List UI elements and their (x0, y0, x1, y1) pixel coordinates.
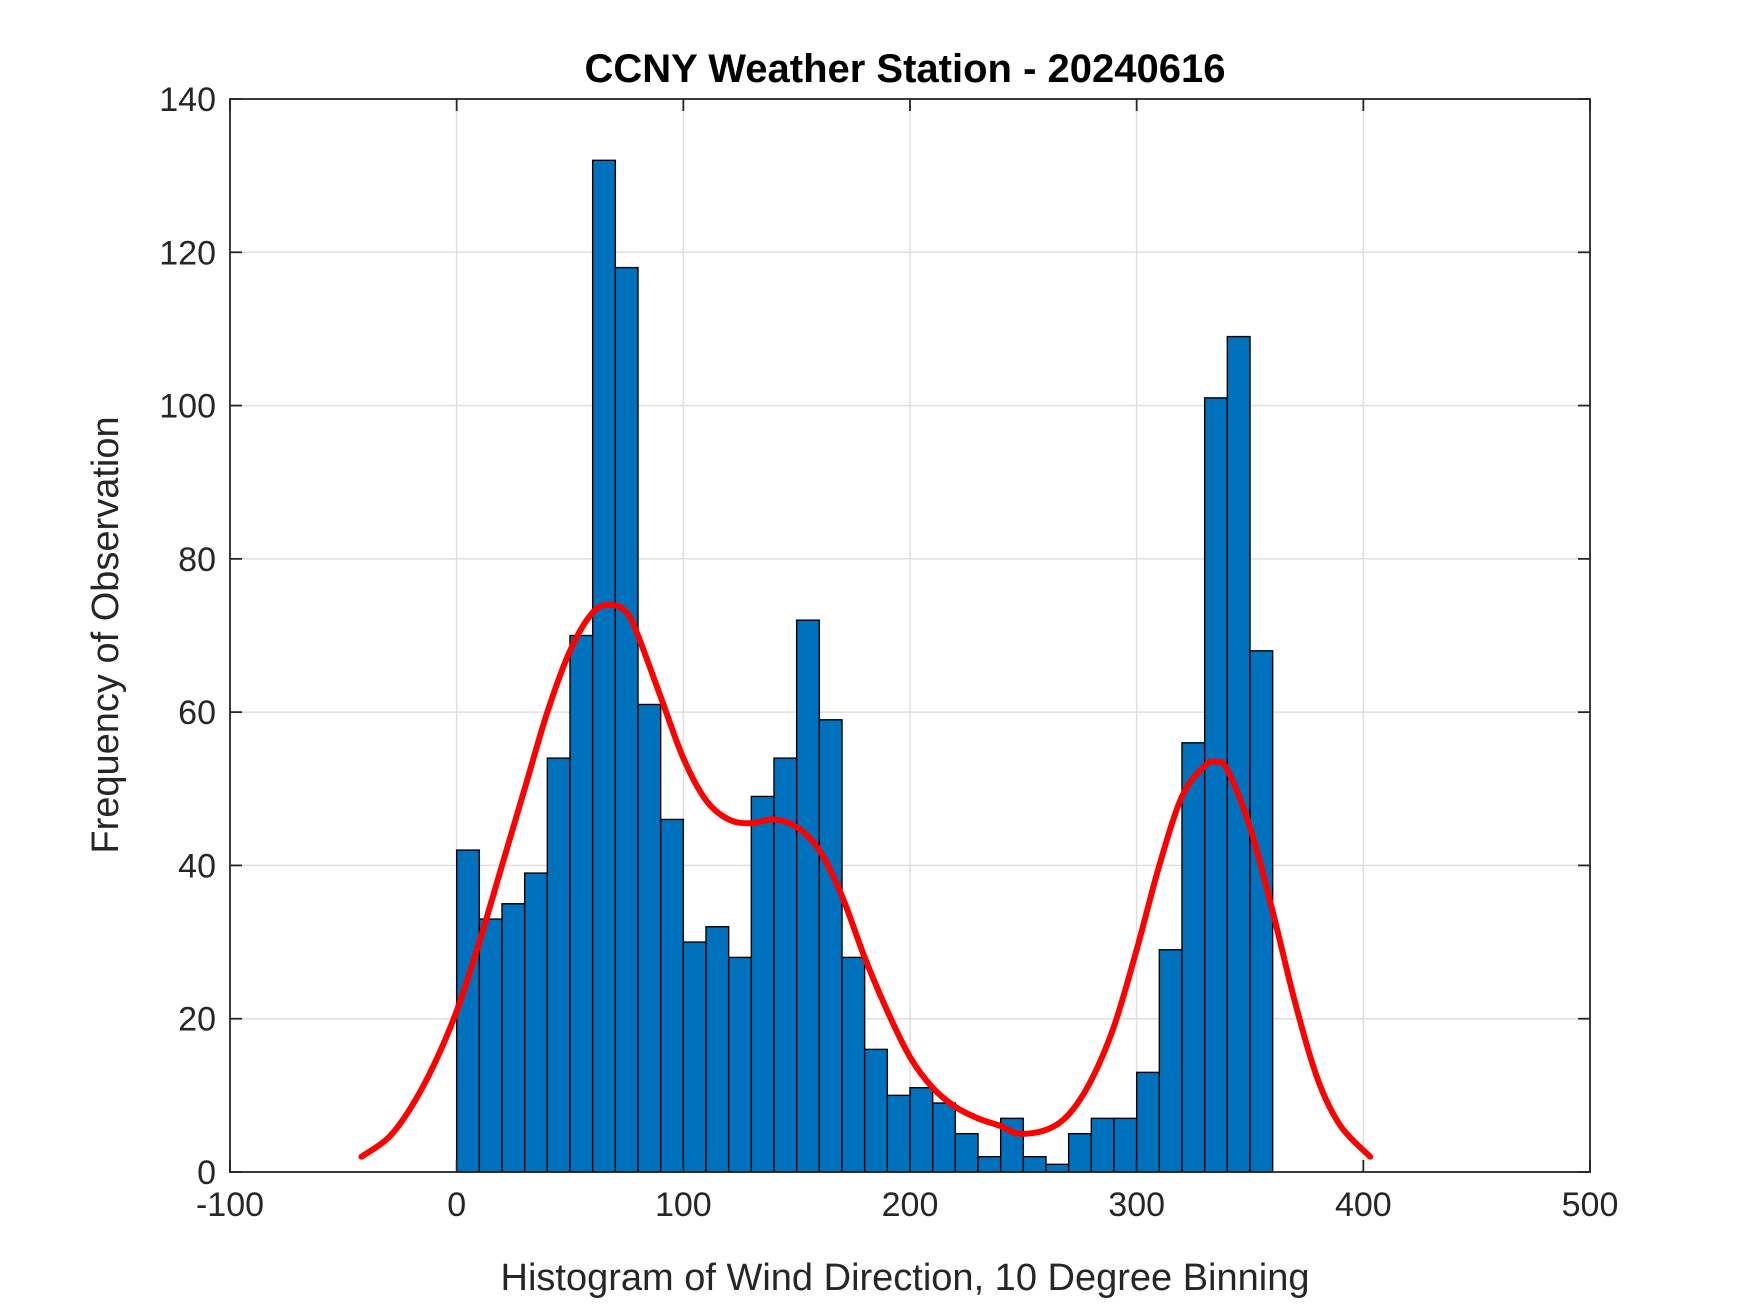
histogram-bar (863, 1048, 889, 1173)
x-tick-label: 0 (447, 1186, 466, 1224)
histogram-bar (523, 872, 549, 1173)
histogram-bar (455, 849, 481, 1173)
histogram-bar (727, 956, 753, 1173)
histogram-bar (1045, 1163, 1070, 1173)
fit-curve (358, 601, 1374, 1160)
x-tick-labels: -100 0 100 200 300 400 500 (196, 1186, 1618, 1224)
histogram-bar (1090, 1117, 1115, 1173)
histogram-bar (591, 159, 617, 1173)
y-tick-label: 120 (159, 234, 216, 272)
x-tick-label: 200 (882, 1186, 939, 1224)
histogram-bar (1181, 742, 1206, 1173)
x-tick-label: 100 (655, 1186, 712, 1224)
y-tick-label: 100 (159, 388, 216, 426)
histogram-bar (637, 703, 662, 1173)
histogram-bar (682, 941, 707, 1173)
histogram-bar (546, 757, 571, 1173)
histogram-bar (659, 818, 685, 1173)
histogram-bars (455, 159, 1274, 1173)
histogram-bar (977, 1155, 1002, 1173)
y-tick-labels: 0 20 40 60 80 100 120 140 (159, 81, 216, 1192)
histogram-bar (1067, 1132, 1093, 1173)
histogram-bar (886, 1094, 911, 1173)
y-tick-label: 60 (178, 694, 216, 732)
histogram-bar (569, 634, 594, 1173)
histogram-bar (501, 903, 526, 1173)
histogram-bar (1249, 650, 1274, 1173)
y-tick-label: 0 (197, 1154, 216, 1192)
x-tick-label: 500 (1562, 1186, 1619, 1224)
x-tick-label: 300 (1108, 1186, 1165, 1224)
x-tick-label: 400 (1335, 1186, 1392, 1224)
y-tick-label: 20 (178, 1001, 216, 1039)
y-tick-label: 80 (178, 541, 216, 579)
x-axis-label: Histogram of Wind Direction, 10 Degree B… (501, 1257, 1310, 1299)
histogram-bar (1113, 1117, 1138, 1173)
tick-marks (229, 98, 1591, 1173)
y-tick-label: 40 (178, 847, 216, 885)
histogram-bar (931, 1102, 957, 1173)
histogram-bar (750, 795, 775, 1173)
histogram-bar (954, 1132, 979, 1173)
y-tick-label: 140 (159, 81, 216, 119)
histogram-bar (818, 719, 843, 1173)
histogram-bar (478, 918, 503, 1173)
chart-title: CCNY Weather Station - 20240616 (585, 47, 1226, 91)
histogram-bar (1158, 949, 1183, 1173)
histogram-bar (614, 266, 639, 1173)
histogram-bar (1135, 1071, 1161, 1173)
histogram-bar (705, 926, 730, 1173)
grid-lines (230, 99, 1590, 1172)
x-tick-label: -100 (196, 1186, 264, 1224)
y-axis-label: Frequency of Observation (85, 416, 127, 853)
histogram-bar (909, 1086, 934, 1173)
histogram-bar (1022, 1155, 1047, 1173)
histogram-bar (795, 619, 821, 1173)
histogram-bar (1203, 397, 1229, 1173)
histogram-bar (1226, 335, 1251, 1173)
histogram-bar (841, 956, 866, 1173)
